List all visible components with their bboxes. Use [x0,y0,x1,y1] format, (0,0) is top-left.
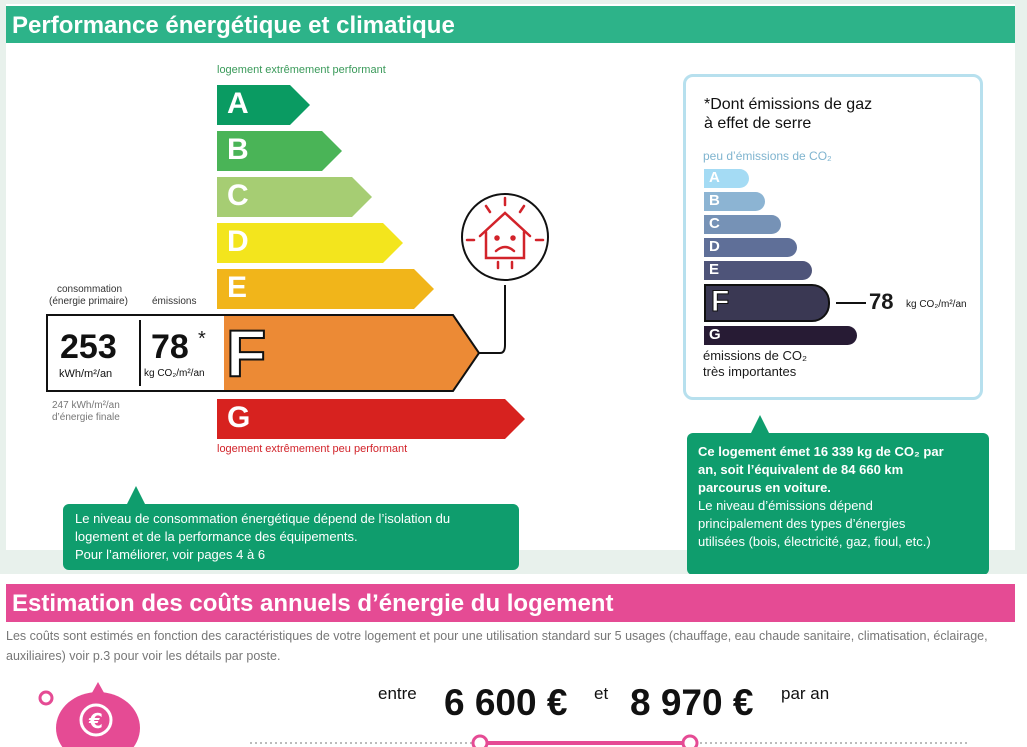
performance-section-title: Performance énergétique et climatique [6,6,1015,43]
co2-box [683,74,983,400]
co2-bar-d: D [704,238,797,257]
co2-bar-g: G [704,326,857,345]
callout-pointer [126,486,146,506]
co2-bottom-line2: très importantes [703,364,797,379]
co2-callout-line1: Ce logement émet 16 339 kg de CO₂ par [698,444,944,459]
costs-and: et [594,684,609,703]
final-energy-line2: d’énergie finale [52,412,120,423]
co2-bar-e: E [704,261,812,280]
co2-unit: kg CO₂/m²/an [906,299,967,310]
consumption-separator [139,320,141,386]
co2-note-line2: à effet de serre [704,115,812,132]
co2-bottom-line1: émissions de CO₂ [703,348,808,363]
energy-bar-g [217,399,525,439]
costs-low: 6 600 € [444,682,568,723]
sad-house-icon [461,193,549,281]
co2-callout: Ce logement émet 16 339 kg de CO₂ par an… [687,433,989,575]
energy-bar-b [217,131,342,171]
energy-callout: Le niveau de consommation énergétique dé… [63,504,519,570]
co2-callout-line6: utilisées (bois, électricité, gaz, fioul… [698,534,931,549]
energy-bar-a [217,85,310,125]
co2-callout-line3: parcourus en voiture. [698,480,831,495]
costs-description: Les coûts sont estimés en fonction des c… [6,629,988,663]
energy-callout-line2: logement et de la performance des équipe… [75,529,358,544]
co2-value-connector [836,302,866,304]
sad-house-drawing [465,196,545,270]
final-energy-line1: 247 kWh/m²/an [52,400,120,411]
emissions-label: émissions [152,296,197,307]
co2-value: 78 [869,289,894,314]
energy-bar-c [217,177,372,217]
costs-per-year: par an [781,684,830,703]
emissions-unit: kg CO₂/m²/an [144,368,205,379]
costs-section-title: Estimation des coûts annuels d’énergie d… [6,584,1015,622]
piggy-bank-icon: € [38,682,140,747]
energy-bar-e [217,269,434,309]
costs-high: 8 970 € [630,682,754,723]
co2-callout-pointer [750,415,770,435]
energy-scale-bottom-label: logement extrêmement peu performant [217,443,408,455]
consumption-unit: kWh/m²/an [59,368,113,380]
co2-scale-top-label: peu d’émissions de CO₂ [703,149,832,163]
co2-callout-line4: Le niveau d’émissions dépend [698,498,873,513]
energy-callout-line1: Le niveau de consommation énergétique dé… [75,511,451,526]
co2-note-line1: *Dont émissions de gaz [704,96,873,113]
emissions-star: * [198,328,206,350]
co2-callout-line2: an, soit l’équivalent de 84 660 km [698,462,904,477]
primary-energy-label: (énergie primaire) [49,296,128,307]
co2-bar-b: B [704,192,765,211]
co2-bar-f-current: F [704,284,830,322]
co2-bar-a: A [704,169,749,188]
co2-callout-line5: principalement des types d’énergies [698,516,906,531]
co2-bar-c: C [704,215,781,234]
energy-class-f-current: F [225,316,267,390]
costs-between: entre [378,684,417,703]
consumption-value: 253 [60,328,117,366]
consumption-label: consommation [57,284,123,295]
emissions-value: 78 [151,328,189,366]
cost-range-bar [250,734,970,747]
consumption-box [46,314,224,392]
svg-text:€: € [88,709,103,733]
energy-bar-d [217,223,403,263]
energy-scale-top-label: logement extrêmement performant [217,64,386,76]
icon-connector [479,285,506,354]
energy-callout-line3: Pour l’améliorer, voir pages 4 à 6 [75,547,266,562]
